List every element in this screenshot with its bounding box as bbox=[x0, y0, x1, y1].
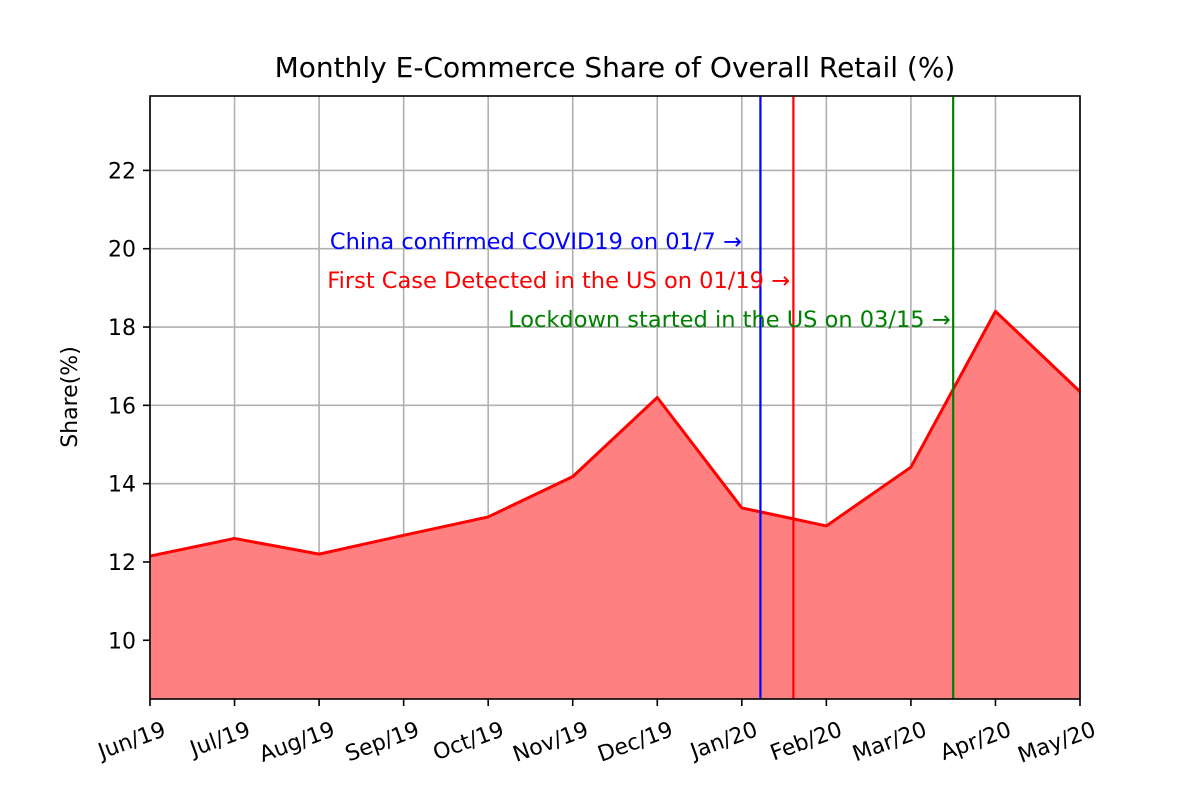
x-tick-label: Jun/19 bbox=[93, 717, 169, 765]
x-tick-label: May/20 bbox=[1015, 717, 1100, 768]
area-fill bbox=[150, 311, 1080, 699]
x-tick-label: Sep/19 bbox=[342, 717, 423, 767]
x-tick-label: Mar/20 bbox=[849, 717, 930, 767]
annotation-1: China confirmed COVID19 on 01/7 → bbox=[330, 229, 742, 255]
x-tick-label: Apr/20 bbox=[937, 717, 1015, 766]
event-lines bbox=[759, 96, 955, 699]
y-tick-label: 20 bbox=[108, 238, 136, 263]
y-tick-label: 14 bbox=[108, 473, 136, 498]
plot-frame bbox=[149, 95, 1081, 700]
chart-title: Monthly E-Commerce Share of Overall Reta… bbox=[275, 51, 956, 84]
y-tick-label: 22 bbox=[108, 159, 136, 184]
y-axis: 10 12 14 16 18 20 22 bbox=[108, 159, 150, 654]
y-tick-label: 18 bbox=[108, 316, 136, 341]
x-axis: Jun/19 Jul/19 Aug/19 Sep/19 Oct/19 Nov/19 Dec/… bbox=[93, 699, 1099, 769]
x-tick-label: Nov/19 bbox=[510, 717, 592, 767]
x-tick-label: Jan/20 bbox=[685, 717, 761, 765]
x-tick-label: Dec/19 bbox=[595, 717, 677, 767]
x-tick-label: Oct/19 bbox=[430, 717, 508, 766]
annotations: China confirmed COVID19 on 01/7 → First C… bbox=[327, 229, 950, 333]
y-tick-label: 16 bbox=[108, 394, 136, 419]
annotation-3: Lockdown started in the US on 03/15 → bbox=[508, 307, 951, 333]
annotation-2: First Case Detected in the US on 01/19 → bbox=[327, 268, 790, 294]
y-tick-label: 12 bbox=[108, 551, 136, 576]
y-axis-label: Share(%) bbox=[58, 346, 83, 448]
y-tick-label: 10 bbox=[108, 629, 136, 654]
x-tick-label: Feb/20 bbox=[767, 717, 845, 766]
x-tick-label: Aug/19 bbox=[256, 717, 338, 767]
series-line bbox=[149, 309, 1082, 558]
x-tick-label: Jul/19 bbox=[185, 717, 254, 762]
